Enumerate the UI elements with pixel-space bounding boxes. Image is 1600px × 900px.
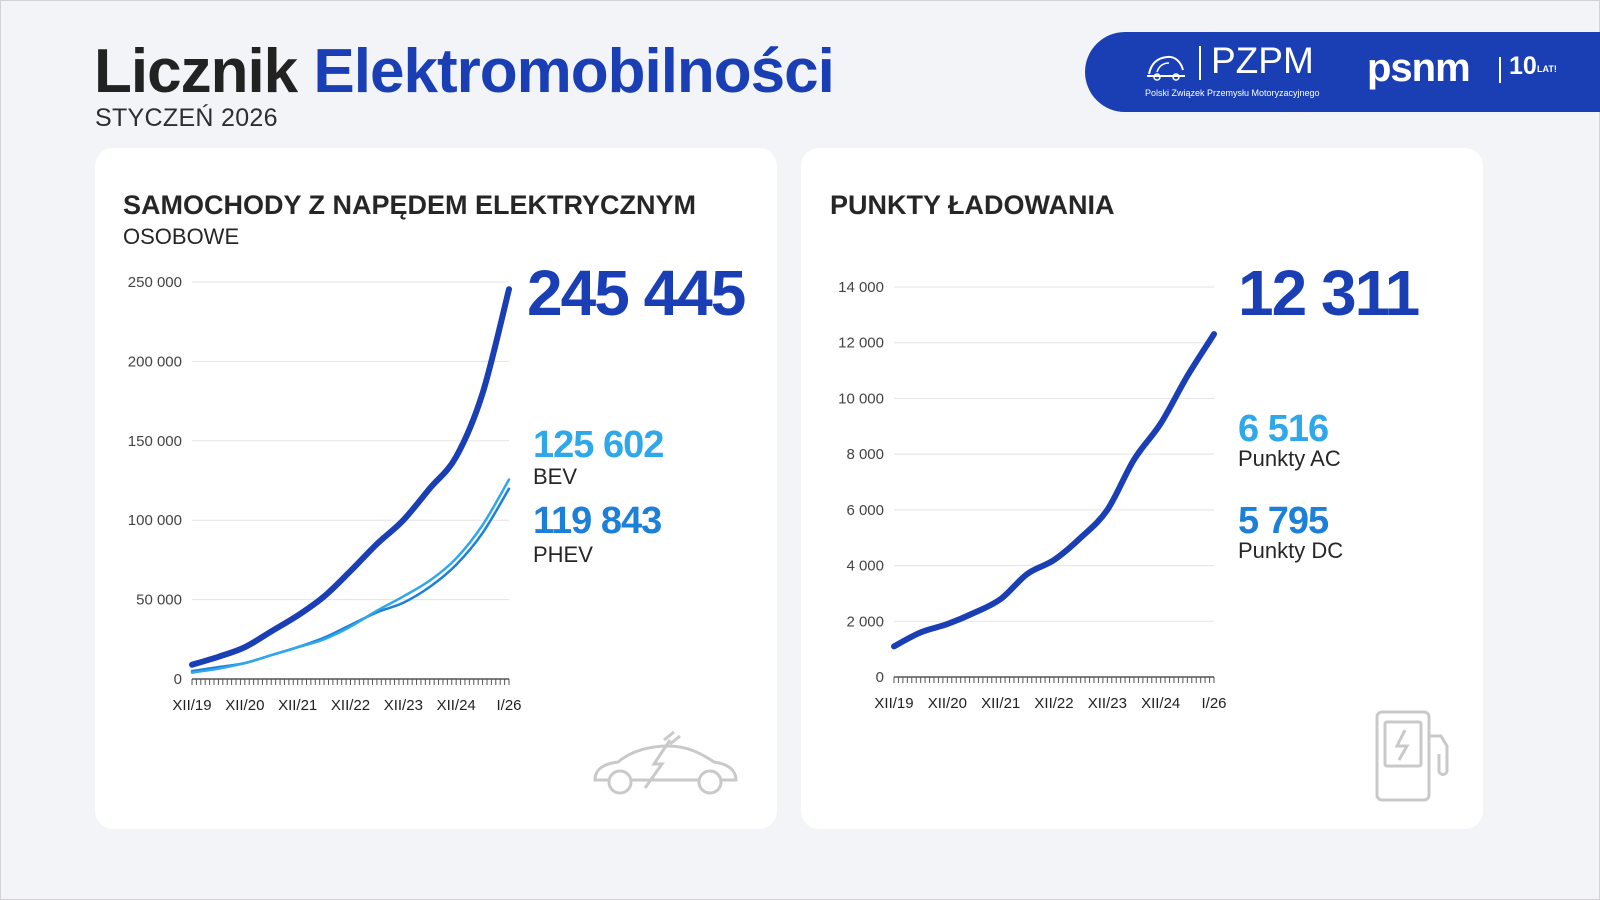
charging-station-icon (1375, 710, 1449, 802)
title-part-licznik: Licznik (94, 37, 298, 106)
page-subtitle: STYCZEŃ 2026 (95, 104, 278, 132)
ev-cars-subtitle: OSOBOWE (123, 224, 240, 249)
x-tick-label: XII/19 (172, 697, 211, 714)
y-tick-label: 12 000 (838, 335, 884, 352)
ev-cars-card: SAMOCHODY Z NAPĘDEM ELEKTRYCZNYM OSOBOWE… (95, 148, 777, 829)
ev-cars-chart: 0 50 000 100 000 150 000 200 000 250 000 XII/1… (128, 274, 522, 714)
y-tick-label: 6 000 (846, 502, 884, 519)
psnm-divider (1499, 57, 1501, 83)
y-tick-label: 0 (174, 671, 182, 688)
psnm-years: 10 (1509, 52, 1537, 80)
x-tick-label: XII/21 (278, 697, 317, 714)
bev-value: 125 602 (533, 424, 664, 466)
y-tick-label: 250 000 (128, 274, 182, 291)
y-tick-label: 8 000 (846, 446, 884, 463)
electric-car-icon (593, 730, 738, 795)
x-tick-label: XII/24 (1141, 695, 1180, 712)
pzpm-logo-text: PZPM (1211, 40, 1314, 81)
y-tick-label: 50 000 (136, 592, 182, 609)
psnm-lat: LAT! (1537, 64, 1557, 74)
y-tick-label: 100 000 (128, 512, 182, 529)
charging-points-chart: 0 2 000 4 000 6 000 8 000 10 000 12 000 14 000 X… (838, 279, 1226, 712)
x-tick-label: XII/22 (1034, 695, 1073, 712)
x-tick-label: XII/23 (1088, 695, 1127, 712)
charging-points-card: PUNKTY ŁADOWANIA 0 2 000 4 000 6 000 8 000 10… (801, 148, 1483, 829)
pzpm-car-icon (1147, 55, 1185, 81)
x-tick-label: XII/20 (928, 695, 967, 712)
x-tick-label: XII/19 (874, 695, 913, 712)
page-title: Licznik Elektromobilności (94, 36, 835, 107)
bev-series-line (190, 478, 511, 674)
y-tick-label: 150 000 (128, 433, 182, 450)
ac-points-label: Punkty AC (1238, 446, 1341, 471)
y-tick-label: 4 000 (846, 558, 884, 575)
ev-cars-title: SAMOCHODY Z NAPĘDEM ELEKTRYCZNYM (123, 190, 697, 220)
charging-points-title: PUNKTY ŁADOWANIA (830, 190, 1115, 220)
title-part-elektromobilnosci: Elektromobilności (313, 37, 834, 106)
total-ev-series-line (189, 286, 512, 668)
x-tick-label: I/26 (496, 697, 521, 714)
dc-points-value: 5 795 (1238, 500, 1329, 542)
bev-label: BEV (533, 464, 578, 489)
dc-points-label: Punkty DC (1238, 538, 1344, 563)
pzpm-divider (1199, 46, 1201, 80)
y-tick-label: 14 000 (838, 279, 884, 296)
y-tick-label: 10 000 (838, 390, 884, 407)
ev-cars-total: 245 445 (527, 257, 746, 329)
pzpm-full-name: Polski Związek Przemysłu Motoryzacyjnego (1145, 88, 1320, 98)
psnm-logo-text: psnm (1367, 46, 1471, 90)
x-tick-label: XII/22 (331, 697, 370, 714)
y-tick-label: 200 000 (128, 353, 182, 370)
x-tick-label: XII/24 (437, 697, 476, 714)
ac-points-value: 6 516 (1238, 408, 1329, 450)
phev-label: PHEV (533, 542, 593, 567)
logo-banner: PZPM Polski Związek Przemysłu Motoryzacy… (1085, 32, 1600, 112)
y-tick-label: 0 (876, 669, 884, 686)
y-tick-label: 2 000 (846, 613, 884, 630)
charging-points-total: 12 311 (1238, 257, 1420, 329)
phev-value: 119 843 (533, 500, 662, 542)
x-tick-label: I/26 (1201, 695, 1226, 712)
charging-points-series-line (891, 331, 1217, 650)
x-tick-label: XII/20 (225, 697, 264, 714)
x-tick-label: XII/23 (384, 697, 423, 714)
phev-series-line (190, 487, 511, 673)
x-tick-label: XII/21 (981, 695, 1020, 712)
